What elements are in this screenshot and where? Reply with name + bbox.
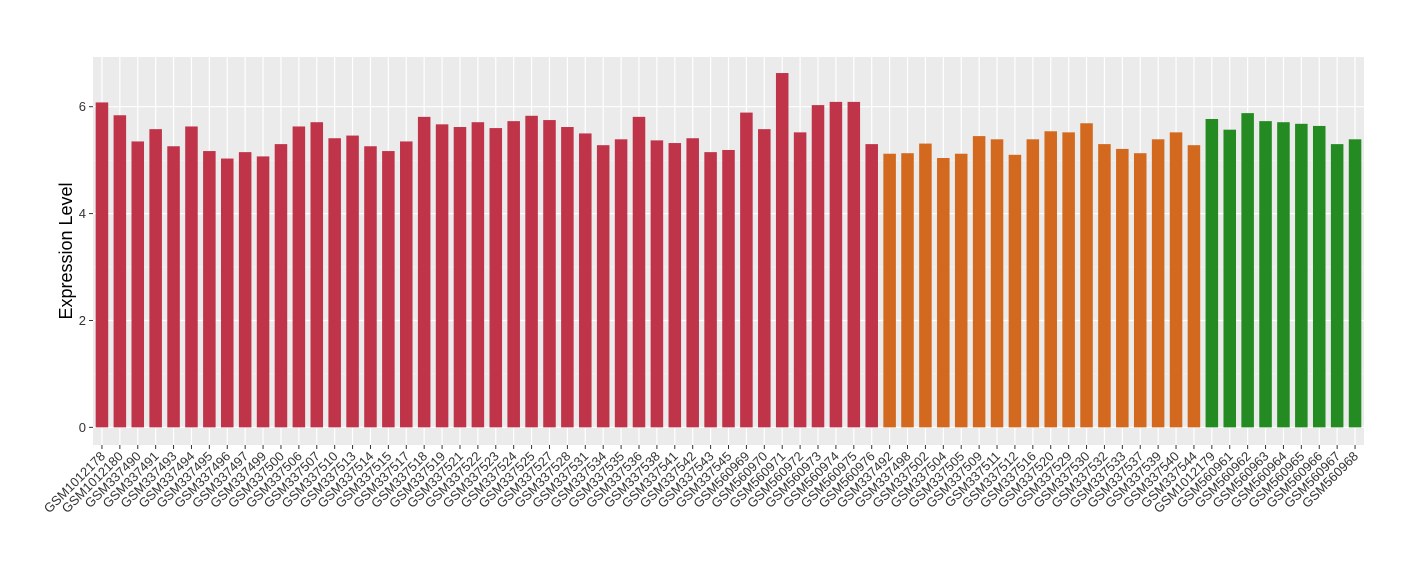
bar — [1080, 123, 1093, 428]
bar — [400, 141, 413, 428]
bar — [1169, 132, 1183, 428]
bar — [1062, 132, 1075, 428]
bar — [1151, 139, 1165, 428]
bar — [1026, 139, 1040, 428]
bar — [1008, 154, 1022, 428]
bar — [453, 127, 467, 428]
bar — [775, 73, 789, 428]
bar — [668, 143, 682, 428]
bar — [1116, 148, 1129, 428]
bar — [274, 144, 288, 428]
bar — [990, 139, 1004, 428]
bar — [471, 122, 485, 428]
bar — [310, 122, 324, 428]
y-tick-label: 2 — [79, 313, 86, 328]
bar — [1223, 129, 1237, 428]
y-tick-label: 6 — [79, 99, 86, 114]
bar — [1044, 131, 1057, 428]
bar — [1187, 145, 1201, 428]
bar — [203, 151, 216, 428]
bar — [686, 138, 699, 428]
bar — [149, 129, 162, 428]
bar — [292, 126, 306, 428]
bar — [865, 144, 878, 428]
bar — [417, 116, 431, 428]
bar — [328, 138, 341, 428]
bar — [185, 126, 198, 428]
bar — [1241, 113, 1254, 428]
y-tick-label: 0 — [79, 420, 86, 435]
bar — [113, 115, 127, 428]
bar — [811, 105, 825, 428]
bar — [95, 102, 109, 428]
bar — [525, 115, 538, 428]
bar — [579, 133, 592, 428]
bar — [1295, 123, 1308, 428]
bar — [346, 135, 359, 428]
bar — [650, 140, 664, 428]
bar — [238, 152, 252, 428]
bar — [543, 120, 556, 428]
bar — [220, 158, 234, 428]
bar — [972, 136, 986, 428]
bar — [1330, 144, 1344, 428]
bar — [632, 116, 646, 428]
bar — [758, 129, 771, 428]
bar — [901, 153, 914, 428]
bar — [561, 127, 574, 428]
bar — [382, 151, 395, 428]
bar — [1277, 122, 1290, 428]
bar — [364, 146, 377, 428]
bar — [722, 149, 735, 428]
bar — [937, 158, 950, 428]
bar — [740, 112, 753, 428]
bar — [1133, 153, 1147, 428]
bar — [507, 121, 520, 428]
bar — [919, 143, 932, 428]
bar — [167, 146, 180, 428]
bar — [489, 128, 503, 428]
bar — [1259, 121, 1272, 428]
bar — [1312, 125, 1326, 428]
bar — [596, 145, 610, 428]
bar — [883, 153, 896, 428]
bar — [1098, 144, 1111, 428]
bar — [256, 156, 270, 428]
bar — [435, 124, 449, 428]
bar — [847, 101, 861, 428]
bar — [1348, 139, 1362, 428]
bar — [704, 152, 717, 428]
bar — [793, 132, 807, 428]
bar — [829, 101, 843, 428]
bar — [1205, 118, 1219, 428]
y-axis-label: Expression Level — [56, 182, 76, 319]
y-tick-label: 4 — [79, 206, 86, 221]
bar — [131, 141, 145, 428]
bar — [954, 153, 968, 428]
bar — [614, 139, 628, 428]
